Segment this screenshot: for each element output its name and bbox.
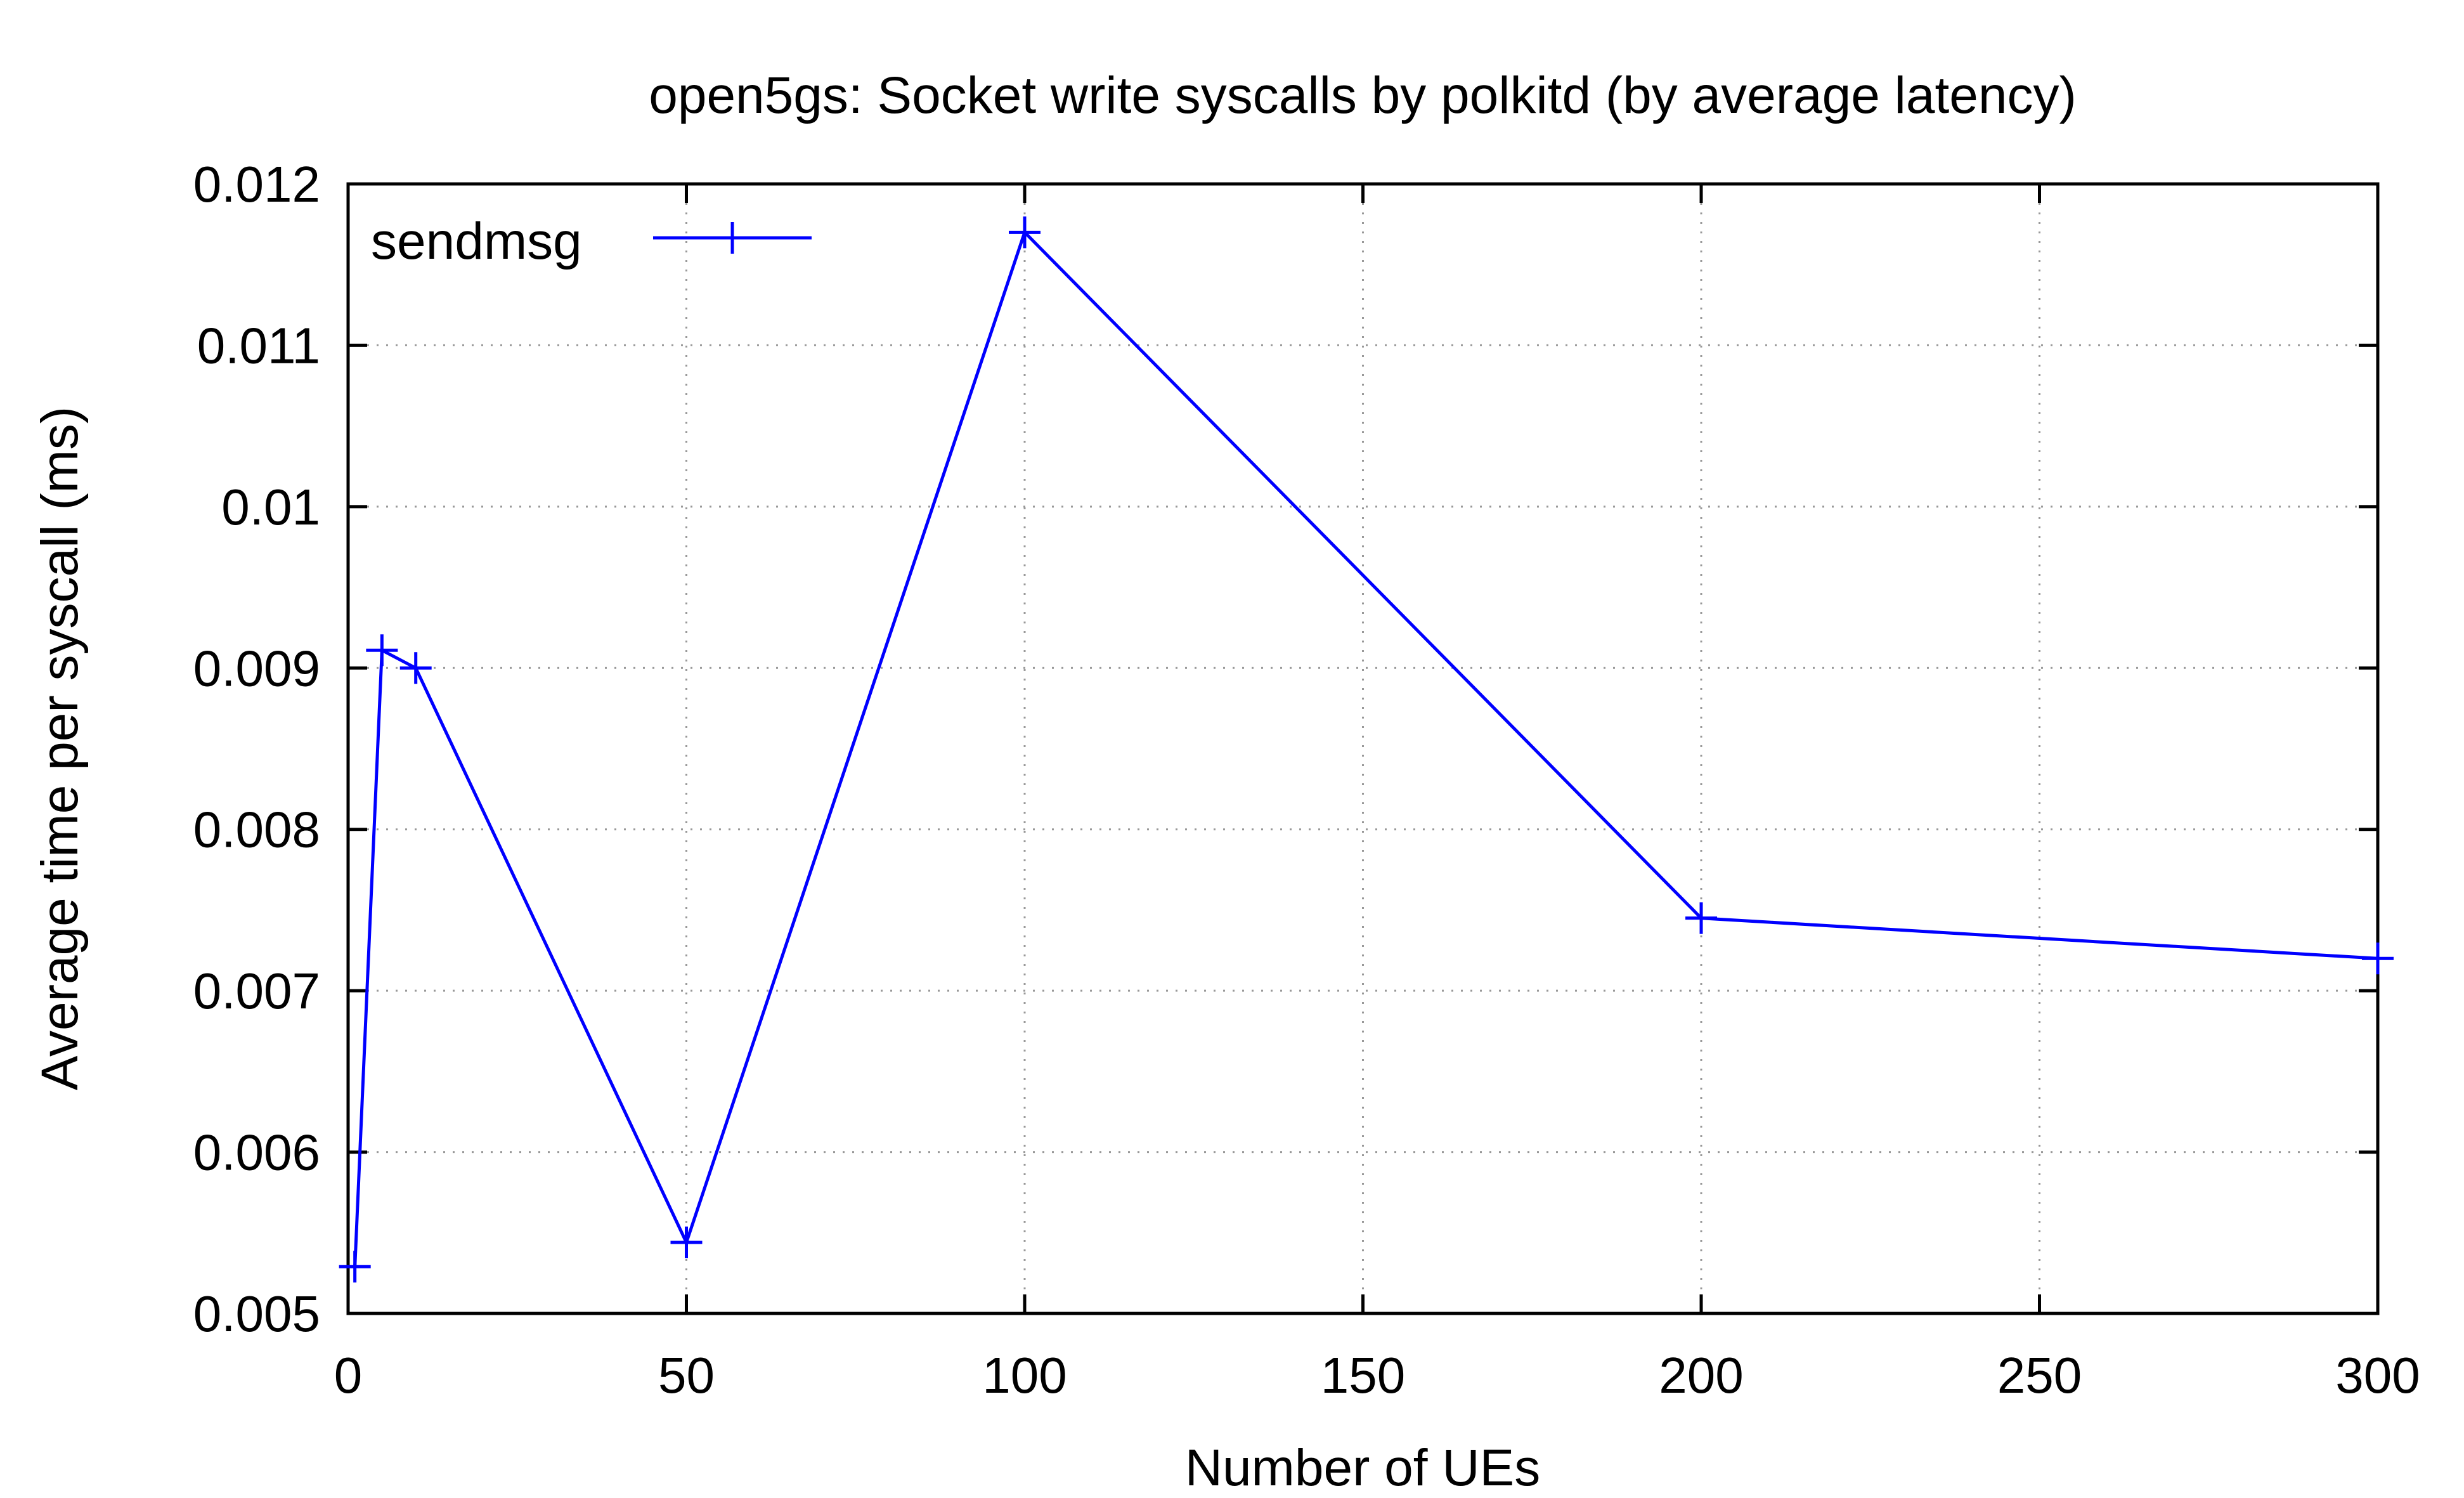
data-point-marker <box>1685 902 1717 934</box>
data-point-marker <box>1009 216 1041 249</box>
y-tick-label: 0.009 <box>193 640 320 696</box>
y-tick-label: 0.01 <box>221 479 320 535</box>
x-tick-label: 100 <box>982 1347 1067 1404</box>
data-point-marker <box>339 1251 371 1283</box>
legend: sendmsg <box>371 212 812 270</box>
legend-label-sendmsg: sendmsg <box>371 212 582 270</box>
data-point-marker <box>670 1227 703 1259</box>
data-point-marker <box>2362 942 2394 975</box>
data-point-marker <box>366 634 398 667</box>
y-tick-label: 0.011 <box>197 317 320 374</box>
x-tick-label: 250 <box>1997 1347 2082 1404</box>
data-point-marker <box>399 652 432 684</box>
x-tick-label: 300 <box>2335 1347 2420 1404</box>
axis-tick-labels: 0 50 100 150 200 250 300 0.005 0.006 0.007 0.008 0.… <box>193 156 2420 1404</box>
x-tick-label: 50 <box>658 1347 715 1404</box>
x-tick-label: 150 <box>1321 1347 1405 1404</box>
x-tick-label: 200 <box>1659 1347 1743 1404</box>
x-axis-title: Number of UEs <box>1185 1439 1541 1497</box>
legend-marker-plus <box>717 222 748 254</box>
y-tick-label: 0.008 <box>193 802 320 858</box>
y-tick-label: 0.006 <box>193 1124 320 1181</box>
y-axis-title: Average time per syscall (ms) <box>31 407 89 1090</box>
y-tick-label: 0.005 <box>193 1286 320 1342</box>
y-tick-label: 0.007 <box>193 963 320 1019</box>
data-series <box>339 216 2394 1283</box>
chart-title: open5gs: Socket write syscalls by polkit… <box>649 67 2077 124</box>
plot-area-border <box>346 182 2380 1315</box>
x-tick-label: 0 <box>334 1347 363 1404</box>
y-tick-label: 0.012 <box>193 156 320 212</box>
